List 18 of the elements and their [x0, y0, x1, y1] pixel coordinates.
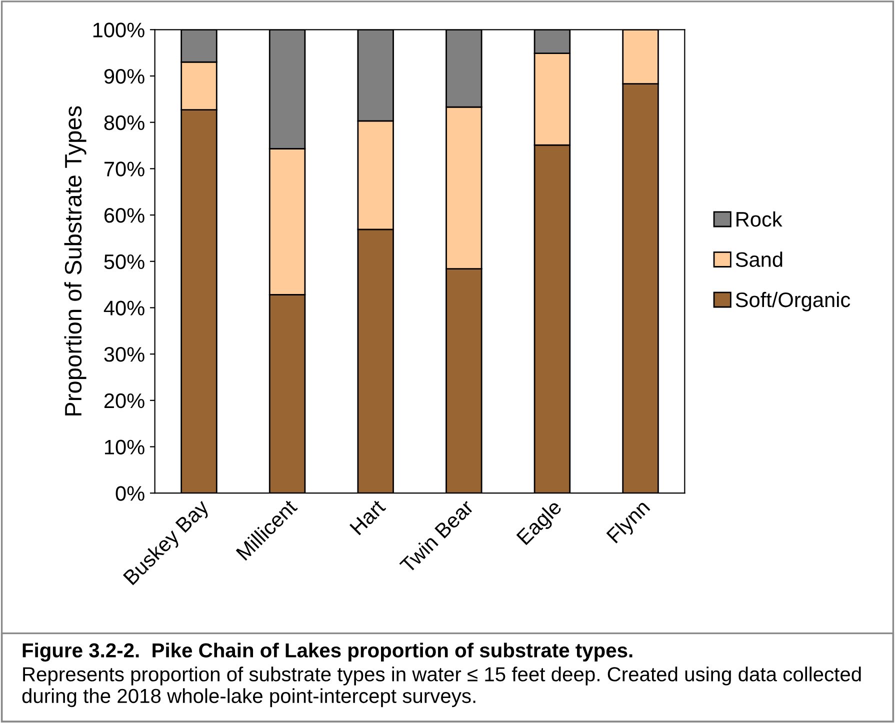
legend-label: Rock	[736, 211, 782, 227]
y-tick-label: 10%	[105, 440, 144, 454]
y-tick-label: 100%	[93, 22, 144, 38]
text: Figure 3.2-2. Pike Chain of Lakes proportion of substrate types.	[22, 642, 632, 662]
y-tick-label: 80%	[104, 115, 144, 130]
y-axis-title: Proportion of Substrate Types	[64, 106, 86, 416]
y-tick-label: 0%	[116, 486, 144, 501]
text: Represents proportion of substrate types in water ≤ 15 feet deep. Created using data collected during the 2018 whole-lake point-intercept surveys.	[22, 666, 861, 708]
y-tick-label: 60%	[104, 208, 144, 223]
y-tick-label: 50%	[104, 254, 144, 270]
y-tick-label: 20%	[104, 393, 144, 408]
y-tick-label: 70%	[104, 162, 144, 176]
x-tick-label: Hart	[350, 498, 386, 536]
y-tick-label: 30%	[104, 347, 144, 362]
y-tick-label: 90%	[104, 68, 144, 84]
legend-label: Soft/Organic	[736, 292, 850, 312]
legend-label: Sand	[736, 252, 782, 267]
y-tick-label: 40%	[104, 300, 144, 316]
